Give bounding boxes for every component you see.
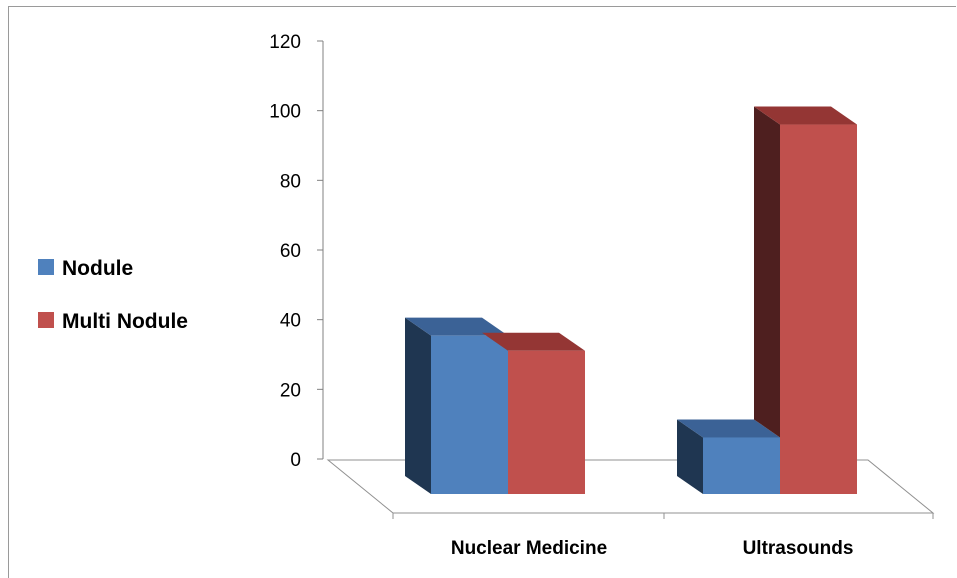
bar [508, 350, 585, 494]
x-tick-label: Ultrasounds [743, 538, 854, 559]
y-tick-label: 0 [290, 450, 301, 471]
bar [703, 437, 780, 494]
bar-side [677, 419, 703, 494]
bar-top [754, 106, 857, 125]
bar-side [754, 106, 780, 438]
y-tick-label: 40 [280, 311, 301, 332]
y-tick-label: 100 [269, 102, 301, 123]
legend-label: Nodule [62, 257, 133, 280]
y-tick-label: 60 [280, 241, 301, 262]
bar-top [677, 419, 780, 438]
labels: 0 20 40 60 80 100 120 Nuclear Medicine Ultrasoun… [269, 32, 853, 559]
legend-swatch [38, 312, 54, 328]
bar-top [482, 332, 585, 351]
bar-top [405, 317, 508, 336]
bar-side [405, 317, 431, 494]
x-tick-label: Nuclear Medicine [451, 538, 607, 559]
bar [431, 335, 508, 494]
legend: Nodule Multi Nodule [38, 257, 188, 333]
y-tick-label: 80 [280, 171, 301, 192]
legend-label: Multi Nodule [62, 310, 188, 333]
y-tick-label: 20 [280, 380, 301, 401]
bar [780, 124, 857, 494]
bars [405, 106, 857, 494]
legend-swatch [38, 259, 54, 275]
y-tick-label: 120 [269, 32, 301, 53]
